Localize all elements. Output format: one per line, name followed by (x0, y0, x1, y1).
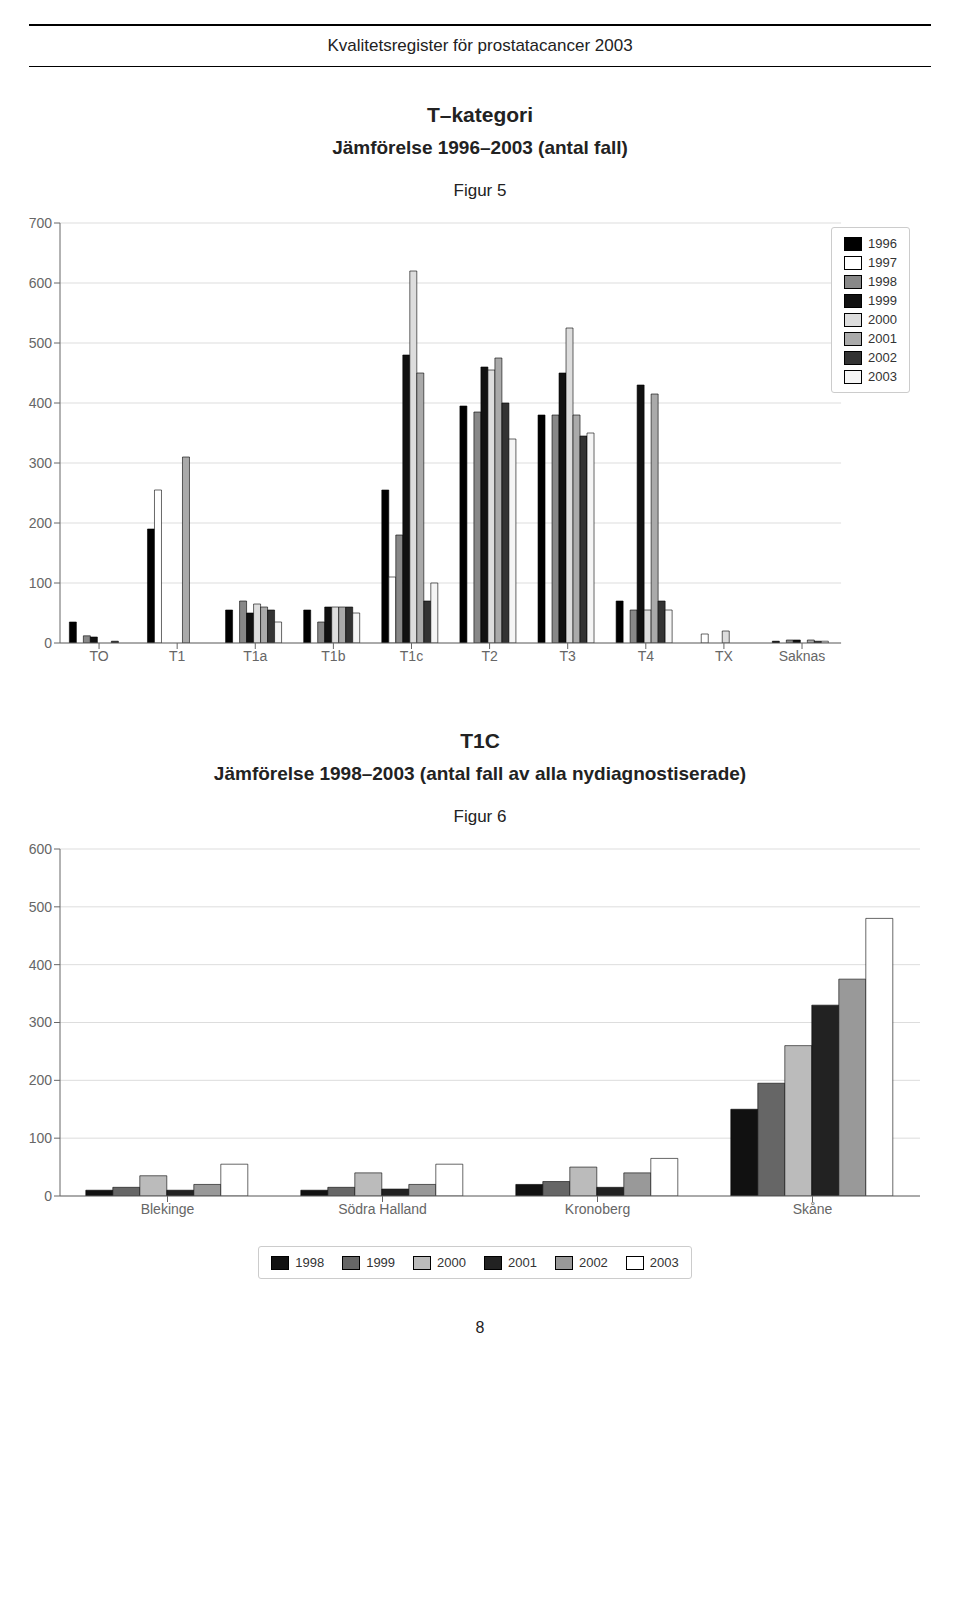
svg-text:Blekinge: Blekinge (141, 1201, 195, 1217)
svg-text:T3: T3 (560, 648, 577, 664)
svg-text:600: 600 (29, 275, 53, 291)
html-text:1998: 1998 (868, 274, 897, 289)
html-text:2001: 2001 (868, 331, 897, 346)
svg-text:600: 600 (29, 841, 53, 857)
html-text:1996: 1996 (868, 236, 897, 251)
svg-text:Södra Halland: Södra Halland (338, 1201, 427, 1217)
html-text:8: 8 (475, 1319, 485, 1336)
html-text:T–kategori: T–kategori (426, 103, 534, 126)
svg-text:100: 100 (29, 575, 53, 591)
svg-text:Saknas: Saknas (779, 648, 826, 664)
svg-text:0: 0 (44, 1188, 52, 1204)
svg-text:T1b: T1b (321, 648, 345, 664)
html-text:2002: 2002 (578, 1255, 608, 1270)
svg-text:T4: T4 (638, 648, 655, 664)
svg-text:700: 700 (29, 215, 53, 231)
svg-text:0: 0 (44, 635, 52, 651)
svg-text:400: 400 (29, 395, 53, 411)
svg-text:300: 300 (29, 1014, 53, 1030)
svg-text:100: 100 (29, 1130, 53, 1146)
svg-text:500: 500 (29, 899, 53, 915)
svg-text:T1: T1 (169, 648, 186, 664)
html-text:1997: 1997 (868, 255, 897, 270)
svg-text:Kronoberg: Kronoberg (565, 1201, 630, 1217)
html-text:1998: 1998 (295, 1255, 325, 1270)
svg-text:Skåne: Skåne (793, 1201, 833, 1217)
html-text:1999: 1999 (366, 1255, 396, 1270)
svg-text:TO: TO (89, 648, 108, 664)
html-text:Kvalitetsregister för prostata: Kvalitetsregister för prostatacancer 200… (327, 36, 633, 55)
svg-text:T1a: T1a (243, 648, 267, 664)
svg-text:300: 300 (29, 455, 53, 471)
svg-text:T1c: T1c (400, 648, 423, 664)
html-text:Figur 5: Figur 5 (453, 181, 507, 200)
svg-text:500: 500 (29, 335, 53, 351)
html-text:Jämförelse 1996–2003 (antal fa: Jämförelse 1996–2003 (antal fall) (332, 137, 628, 158)
svg-text:200: 200 (29, 1072, 53, 1088)
svg-text:TX: TX (715, 648, 734, 664)
html-text:T1C: T1C (460, 729, 500, 752)
html-text:1999: 1999 (868, 293, 897, 308)
html-text:Jämförelse 1998–2003 (antal fa: Jämförelse 1998–2003 (antal fall av alla… (213, 763, 747, 784)
html-text:2000: 2000 (437, 1255, 466, 1270)
html-text:2003: 2003 (868, 369, 897, 384)
html-text:2002: 2002 (868, 350, 897, 365)
html-text:2001: 2001 (508, 1255, 537, 1270)
html-text:Figur 6: Figur 6 (453, 807, 507, 826)
svg-text:200: 200 (29, 515, 53, 531)
html-text:2003: 2003 (649, 1255, 679, 1270)
html-text:2000: 2000 (868, 312, 897, 327)
svg-text:400: 400 (29, 957, 53, 973)
svg-text:T2: T2 (481, 648, 498, 664)
